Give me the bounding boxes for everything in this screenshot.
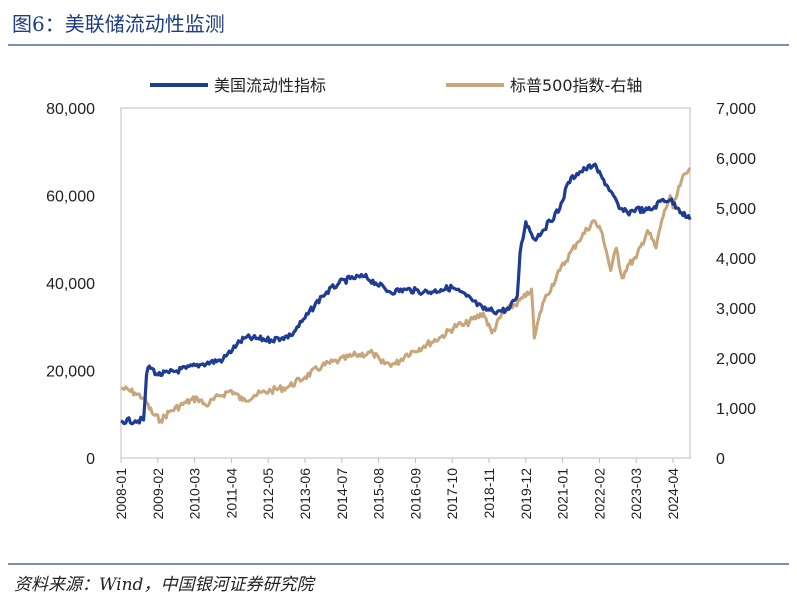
right-tick-label: 7,000	[716, 101, 756, 118]
x-tick-label: 2012-05	[260, 468, 276, 520]
x-tick-label: 2022-02	[591, 468, 607, 520]
x-tick-label: 2013-06	[297, 468, 313, 520]
title-rule	[8, 44, 789, 46]
x-tick-label: 2009-02	[150, 468, 166, 520]
x-tick-label: 2017-10	[444, 468, 460, 520]
right-tick-label: 2,000	[716, 351, 756, 368]
liquidity-line	[120, 162, 692, 426]
plot-frame	[120, 107, 691, 459]
x-tick-label: 2016-09	[407, 468, 423, 520]
x-tick-label: 2019-12	[518, 468, 534, 520]
left-tick-label: 60,000	[46, 189, 95, 206]
legend-label-liquidity: 美国流动性指标	[214, 76, 326, 95]
x-tick-label: 2010-03	[187, 468, 203, 520]
right-tick-label: 3,000	[716, 301, 756, 318]
chart-title: 图6：美联储流动性监测	[12, 12, 225, 36]
left-tick-label: 0	[86, 451, 95, 468]
x-tick-label: 2018-11	[481, 468, 497, 519]
source-note: 资料来源：Wind，中国银河证券研究院	[14, 575, 314, 595]
x-tick-label: 2015-08	[371, 468, 387, 520]
x-tick-label: 2023-03	[628, 468, 644, 520]
axes: 0 20,000 40,000 60,000 80,000 0 1,000 2,000 3,00…	[46, 101, 756, 519]
x-tick-label: 2011-04	[223, 468, 239, 519]
right-tick-label: 6,000	[716, 151, 756, 168]
x-tick-label: 2024-04	[665, 468, 681, 520]
right-tick-label: 0	[716, 451, 725, 468]
right-tick-label: 5,000	[716, 201, 756, 218]
x-tick-label: 2014-07	[334, 468, 350, 520]
x-tick-label: 2021-01	[555, 468, 571, 520]
x-tick-label: 2008-01	[113, 468, 129, 520]
left-tick-label: 80,000	[46, 101, 95, 118]
right-tick-label: 1,000	[716, 401, 756, 418]
legend: 美国流动性指标 标普500指数-右轴	[150, 76, 642, 95]
right-tick-label: 4,000	[716, 251, 756, 268]
sp500-line	[120, 167, 692, 424]
left-tick-label: 20,000	[46, 364, 95, 381]
left-tick-label: 40,000	[46, 276, 95, 293]
series-group	[120, 162, 692, 426]
legend-label-sp500: 标普500指数-右轴	[510, 76, 642, 95]
footer-rule	[8, 563, 789, 565]
